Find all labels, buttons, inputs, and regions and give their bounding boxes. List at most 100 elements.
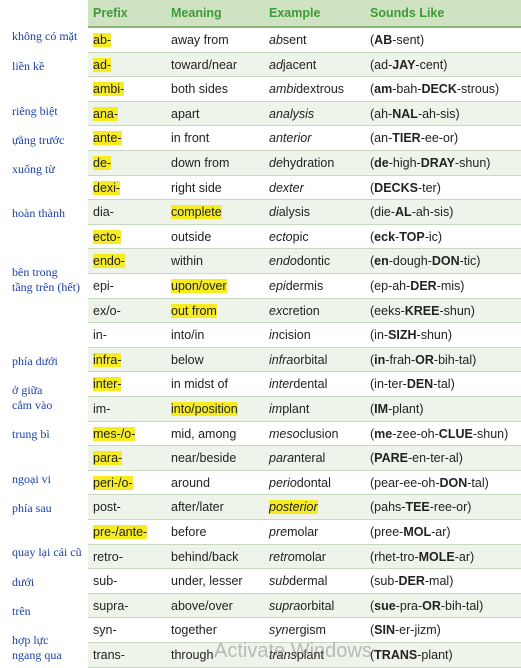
sound-part: -zee-oh- [392,426,439,441]
prefix-text: ana- [93,106,119,121]
example-prefix-part: supra [269,598,301,613]
prefix-text: infra- [93,352,122,367]
meaning-cell: within [171,254,203,268]
table-row: sub-under, lesser subdermal (sub-DER-mal) [88,569,521,594]
table-row: supra-above/over supraorbital (sue-pra-OR-… [88,593,521,619]
example-rest-part: plant [296,648,324,662]
prefix-text: epi- [93,279,114,293]
margin-note: riêng biệt [12,104,58,118]
sound-part: -ree-or) [429,500,472,515]
table-row: retro-behind/back retromolar (rhet-tro-MOL… [88,544,521,570]
sound-part: (ep-ah- [370,279,411,293]
table-row: inter-in midst of interdental (in-ter-DEN-… [88,372,521,397]
prefix-cell: syn- [93,623,117,637]
sounds-like-cell: (in-frah-OR-bih-tal) [370,353,476,367]
example-cell: adjacent [269,58,316,72]
example-cell: dehydration [269,156,334,170]
prefix-cell: supra- [93,599,128,613]
sound-stressed-part: DON [431,254,460,269]
meaning-cell: behind/back [171,550,238,564]
prefix-text: dia- [93,205,114,220]
meaning-text: around [171,475,210,490]
sounds-like-cell: (IM-plant) [370,402,424,416]
prefix-cell: dexi- [93,180,121,195]
meaning-cell: toward/near [171,58,237,72]
meaning-text: into/position [171,402,238,416]
example-cell: paranteral [269,451,325,465]
example-rest-part: cretion [282,303,320,318]
example-cell: transplant [269,648,324,662]
table-row: pre-/ante-before premolar (pree-MOL-ar) [88,520,521,545]
example-cell: dialysis [269,205,310,219]
meaning-text: into/in [171,328,205,343]
meaning-text: after/later [171,500,224,515]
prefix-cell: endo- [93,254,125,269]
prefix-text: pre-/ante- [93,525,148,539]
sound-stressed-part: KREE [404,303,440,318]
sound-part: ( [370,352,375,367]
example-prefix-part: ecto [269,229,293,244]
prefix-cell: inter- [93,377,122,392]
prefix-cell: infra- [93,352,122,367]
margin-note: ngoại vi [12,472,51,486]
example-cell: periodontal [269,476,331,490]
example-prefix-part: infra [269,352,294,367]
sound-part: -tic) [459,254,481,269]
sound-stressed-part: IM [374,402,389,416]
sound-stressed-part: DECKS [374,180,418,195]
example-prefix-part: retro [269,549,295,564]
example-cell: infraorbital [269,353,327,367]
example-cell: subdermal [269,574,327,588]
prefix-cell: in- [93,328,107,342]
prefix-cell: ana- [93,106,119,121]
meaning-text: toward/near [171,57,238,72]
meaning-text: outside [171,229,212,244]
meaning-text: right side [171,180,222,195]
sounds-like-cell: (eck-TOP-ic) [370,230,442,244]
margin-note: hoàn thành [12,206,65,220]
prefix-text: sub- [93,574,118,589]
sound-part: -bih-tal) [440,598,484,613]
meaning-cell: into/position [171,402,238,416]
sound-stressed-part: en [374,254,389,269]
sound-stressed-part: OR [422,598,441,613]
meaning-cell: above/over [171,599,233,613]
meaning-cell: together [171,623,217,637]
sound-part: (sub- [370,574,399,589]
sound-stressed-part: MOLE [418,549,455,564]
meaning-cell: in midst of [171,377,228,391]
sound-part: -plant) [417,648,453,662]
example-prefix-part: perio [269,475,297,490]
sound-stressed-part: TRANS [374,648,418,662]
meaning-cell: in front [171,131,209,145]
meaning-cell: out from [171,303,217,318]
sound-stressed-part: DECK [421,82,457,97]
table-row: para-near/beside paranteral (PARE-en-ter-a… [88,446,521,471]
sounds-like-cell: (an-TIER-ee-or) [370,131,458,145]
margin-note: quay lại cái cũ [12,545,82,559]
sound-part: (pear-ee-oh- [370,475,440,490]
table-row: infra-below infraorbital (in-frah-OR-bih-t… [88,347,521,373]
sound-part: -ee-or) [420,131,459,146]
meaning-cell: after/later [171,500,224,514]
sound-stressed-part: DER [398,574,425,589]
table-row: endo-within endodontic (en-dough-DON-tic) [88,249,521,274]
margin-note: ựằng trước [12,133,65,147]
meaning-text: mid, among [171,426,237,441]
example-cell: posterior [269,500,318,515]
sound-stressed-part: in [374,352,386,367]
example-rest-part: cision [278,328,311,343]
meaning-text: together [171,623,217,638]
meaning-cell: right side [171,181,222,195]
margin-note: xuống từ [12,162,55,176]
example-rest-part: pic [292,229,309,244]
sound-stressed-part: NAL [392,106,418,121]
sound-part: (die- [370,205,396,220]
sound-stressed-part: PARE [374,451,408,466]
example-cell: synergism [269,623,326,637]
example-rest-part: dermal [289,574,328,589]
example-cell: ectopic [269,230,309,244]
sound-stressed-part: MOL [403,525,432,539]
prefix-cell: ab- [93,33,112,47]
sounds-like-cell: (pahs-TEE-ree-or) [370,500,471,514]
